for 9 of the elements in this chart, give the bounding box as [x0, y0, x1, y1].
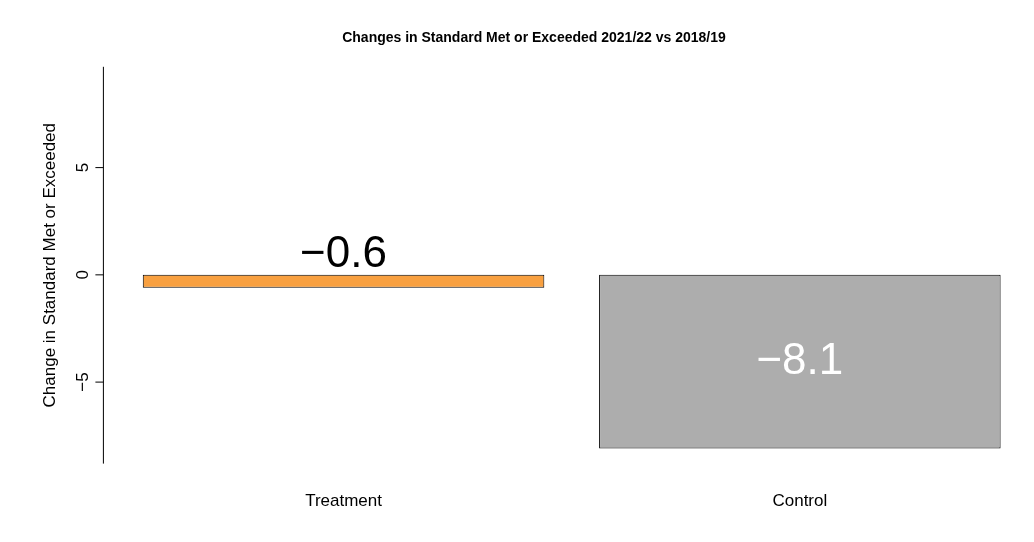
x-tick-label: Control	[772, 491, 828, 511]
y-tick-label: 5	[72, 162, 92, 173]
chart-title: Changes in Standard Met or Exceeded 2021/22 vs 2018/19	[342, 29, 727, 46]
y-tick-label: 0	[72, 270, 92, 280]
y-tick-label: −5	[72, 372, 92, 392]
y-axis-title: Change in Standard Met or Exceeded	[39, 122, 59, 408]
x-tick-label: Treatment	[305, 491, 383, 511]
data-label: −0.6	[300, 226, 387, 276]
data-label: −8.1	[756, 333, 844, 383]
